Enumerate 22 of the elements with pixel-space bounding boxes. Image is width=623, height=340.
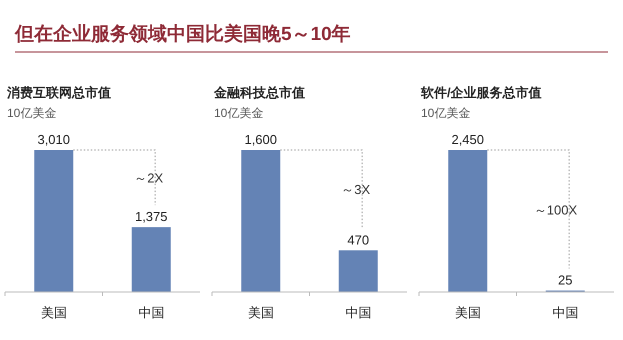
annotation: ～2X xyxy=(134,170,164,186)
chart-subtitle: 10亿美金 xyxy=(214,106,264,120)
data-label: 3,010 xyxy=(37,132,70,147)
x-tick-label: 美国 xyxy=(454,305,481,320)
x-tick-label: 中国 xyxy=(552,305,578,320)
chart-subtitle: 10亿美金 xyxy=(7,106,56,120)
chart-subtitle: 10亿美金 xyxy=(421,106,470,120)
data-label: 2,450 xyxy=(451,132,484,147)
data-label: 1,375 xyxy=(134,209,168,224)
data-label: 25 xyxy=(558,272,572,288)
x-tick-label: 中国 xyxy=(345,305,372,320)
chart-title: 消费互联网总市值 xyxy=(6,85,111,100)
annotation: ～100X xyxy=(534,202,578,218)
annotation: ～3X xyxy=(341,182,370,198)
chart-title: 金融科技总市值 xyxy=(213,85,305,100)
x-tick-label: 中国 xyxy=(138,305,164,320)
text: 但在企业服务领域中国比美国晚5～10年 xyxy=(14,23,351,45)
data-label: 1,600 xyxy=(244,132,278,147)
data-label: 470 xyxy=(347,232,370,248)
x-tick-label: 美国 xyxy=(40,305,67,320)
x-tick-label: 美国 xyxy=(248,305,274,320)
chart-title: 软件/企业服务总市值 xyxy=(420,85,542,100)
